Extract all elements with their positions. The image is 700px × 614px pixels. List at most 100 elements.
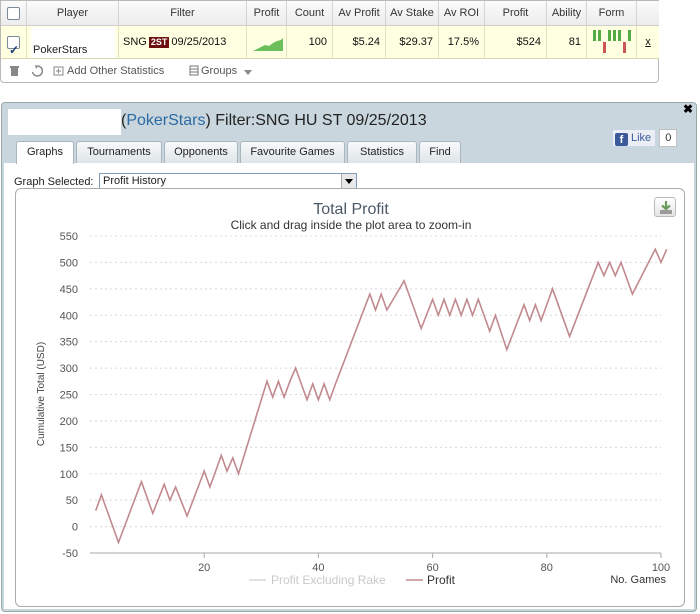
y-tick-label: 350: [60, 337, 78, 349]
y-tick-label: 0: [72, 522, 78, 534]
player-name-box: [8, 109, 121, 135]
player-name-field[interactable]: PokerStars: [31, 27, 115, 58]
form-bar-win: [618, 30, 621, 41]
form-bar-loss: [603, 42, 606, 53]
graph-selected-label: Graph Selected:: [14, 176, 94, 188]
y-tick-label: 400: [60, 310, 78, 322]
sparkline-area: [253, 38, 283, 51]
tab-opponents[interactable]: Opponents: [164, 141, 238, 163]
profit-chart[interactable]: Total Profit Click and drag inside the pl…: [15, 188, 685, 607]
results-table: Player Filter Profit Count Av Profit Av …: [0, 0, 659, 83]
header-count[interactable]: Count: [287, 1, 333, 26]
filter-prefix: SNG: [123, 36, 147, 48]
select-all-checkbox[interactable]: [7, 7, 20, 20]
header-select-all-cell: [1, 1, 27, 26]
x-tick-label: 80: [541, 562, 553, 574]
x-tick-label: 60: [426, 562, 438, 574]
form-chart[interactable]: [591, 30, 631, 55]
form-bar-win: [593, 30, 596, 41]
header-blank: [637, 1, 659, 26]
y-tick-label: 550: [60, 231, 78, 243]
form-bar-win: [613, 30, 616, 41]
row-av-stake: $29.37: [386, 26, 439, 59]
groups-dropdown[interactable]: Groups: [201, 65, 238, 77]
row-av-roi: 17.5%: [439, 26, 485, 59]
dropdown-arrow-icon[interactable]: [341, 174, 356, 188]
chart-title: Total Profit: [313, 201, 389, 218]
header-av-roi[interactable]: Av ROI: [439, 1, 485, 26]
y-tick-label: 300: [60, 363, 78, 375]
row-av-profit: $5.24: [333, 26, 386, 59]
download-icon: [660, 201, 672, 214]
header-filter[interactable]: Filter: [119, 1, 247, 26]
facebook-like-widget: f Like 0: [612, 129, 678, 147]
facebook-icon: f: [615, 133, 628, 146]
x-axis-label: No. Games: [610, 574, 666, 586]
y-tick-label: 50: [66, 495, 78, 507]
x-tick-label: 20: [198, 562, 210, 574]
remove-row-button[interactable]: x: [645, 36, 651, 48]
tab-graphs[interactable]: Graphs: [16, 141, 74, 164]
y-tick-label: -50: [62, 548, 78, 560]
header-av-stake[interactable]: Av Stake: [386, 1, 439, 26]
row-count: 100: [287, 26, 333, 59]
form-bar-loss: [623, 42, 626, 53]
row-remove-cell: x: [637, 26, 659, 59]
legend-label-profit: Profit: [427, 573, 456, 587]
legend-label-excl-rake: Profit Excluding Rake: [271, 573, 386, 587]
tab-tournaments[interactable]: Tournaments: [76, 141, 162, 163]
y-tick-label: 500: [60, 257, 78, 269]
graph-select-value: Profit History: [103, 175, 166, 187]
add-other-statistics-button[interactable]: Add Other Statistics: [67, 65, 165, 77]
tab-favourite-games[interactable]: Favourite Games: [240, 141, 345, 163]
groups-chevron-down-icon[interactable]: [244, 67, 252, 80]
like-count: 0: [659, 129, 678, 147]
header-ability[interactable]: Ability: [547, 1, 587, 26]
groups-icon[interactable]: [189, 65, 199, 80]
form-bar-win: [628, 30, 631, 41]
form-bar-win: [608, 30, 611, 41]
player-details-panel: ✖ (PokerStars) Filter:SNG HU ST 09/25/20…: [1, 102, 697, 612]
row-profit-sparkline-cell: [247, 26, 287, 59]
y-tick-label: 100: [60, 469, 78, 481]
add-stats-icon[interactable]: [53, 65, 65, 81]
filter-date: 09/25/2013: [171, 36, 227, 48]
header-av-profit[interactable]: Av Profit: [333, 1, 386, 26]
form-bar-win: [598, 30, 601, 41]
row-select-cell: [1, 26, 27, 67]
y-tick-label: 200: [60, 416, 78, 428]
close-panel-icon[interactable]: ✖: [682, 102, 693, 116]
row-checkbox[interactable]: [7, 34, 20, 67]
graph-select-dropdown[interactable]: Profit History: [99, 173, 357, 189]
refresh-icon[interactable]: [31, 65, 44, 81]
x-tick-label: 100: [652, 562, 670, 574]
row-profit: $524: [485, 26, 547, 59]
panel-title-site[interactable]: PokerStars: [126, 112, 206, 129]
facebook-like-button[interactable]: f Like: [612, 129, 657, 147]
header-profit[interactable]: Profit: [485, 1, 547, 26]
y-tick-label: 450: [60, 284, 78, 296]
panel-title-filter: Filter:SNG HU ST 09/25/2013: [215, 112, 427, 129]
like-label: Like: [631, 132, 652, 144]
y-tick-label: 250: [60, 390, 78, 402]
header-form[interactable]: Form: [587, 1, 637, 26]
delete-icon[interactable]: [9, 65, 20, 81]
header-player[interactable]: Player: [27, 1, 119, 26]
header-profit-graph[interactable]: Profit: [247, 1, 287, 26]
player-site: PokerStars: [33, 44, 88, 56]
tab-statistics[interactable]: Statistics: [347, 141, 417, 163]
tab-find[interactable]: Find: [419, 141, 461, 163]
graphs-tab-content: Graph Selected: Profit History Total Pro…: [4, 163, 694, 609]
chart-export-button[interactable]: [654, 197, 676, 217]
results-toolbar: Add Other Statistics Groups: [1, 60, 658, 83]
profit-series-line: [94, 247, 668, 545]
row-ability: 81: [547, 26, 587, 59]
y-axis-label: Cumulative Total (USD): [36, 342, 47, 446]
profit-sparkline[interactable]: [247, 26, 287, 59]
row-filter-cell[interactable]: SNG 2ST 09/25/2013: [119, 26, 247, 59]
chart-subtitle: Click and drag inside the plot area to z…: [231, 218, 472, 232]
filter-tag-badge: 2ST: [148, 37, 170, 48]
y-tick-label: 150: [60, 442, 78, 454]
x-tick-label: 40: [312, 562, 324, 574]
